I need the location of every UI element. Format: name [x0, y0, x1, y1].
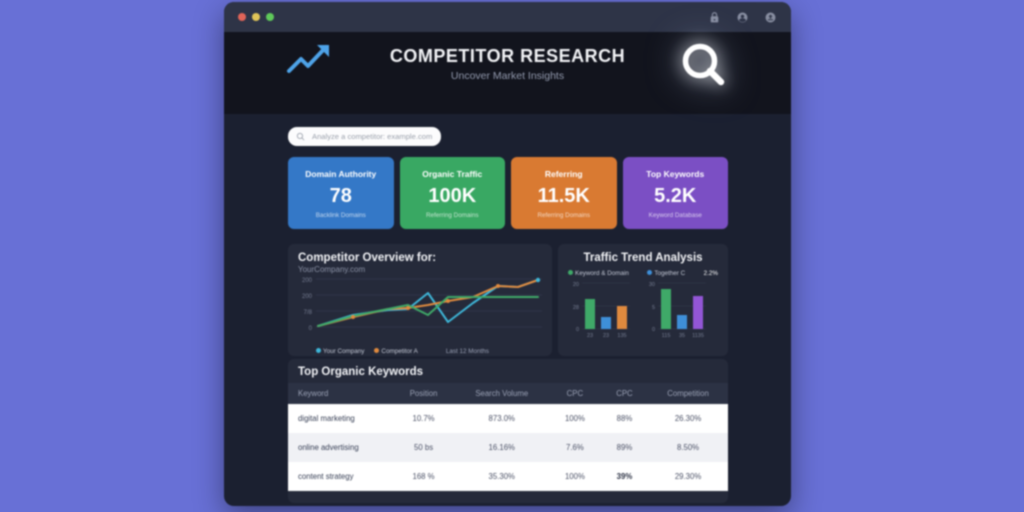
- svg-text:0: 0: [652, 327, 655, 333]
- svg-text:0: 0: [576, 327, 579, 333]
- svg-text:23: 23: [603, 333, 609, 339]
- svg-text:0: 0: [309, 326, 313, 332]
- svg-text:115: 115: [662, 333, 671, 339]
- svg-text:135: 135: [617, 333, 626, 339]
- svg-text:30: 30: [649, 282, 655, 288]
- svg-text:5: 5: [652, 305, 655, 311]
- svg-text:35: 35: [679, 333, 685, 339]
- svg-text:23: 23: [587, 333, 593, 339]
- svg-text:200: 200: [302, 278, 313, 284]
- svg-text:20: 20: [573, 282, 579, 288]
- svg-text:7/8: 7/8: [304, 310, 313, 316]
- svg-text:1135: 1135: [692, 333, 704, 339]
- svg-text:28: 28: [573, 305, 579, 311]
- svg-text:200: 200: [302, 294, 313, 300]
